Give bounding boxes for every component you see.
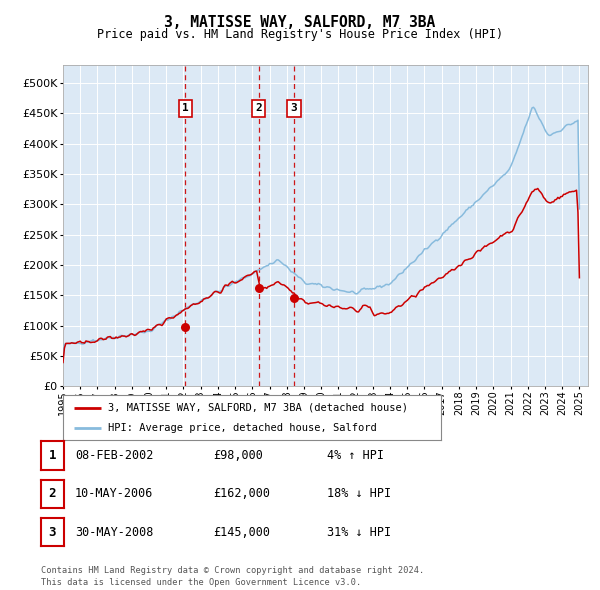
Text: 2: 2: [255, 103, 262, 113]
Text: 31% ↓ HPI: 31% ↓ HPI: [327, 526, 391, 539]
Text: 3: 3: [49, 526, 56, 539]
Text: 10-MAY-2006: 10-MAY-2006: [75, 487, 154, 500]
Text: 30-MAY-2008: 30-MAY-2008: [75, 526, 154, 539]
Text: 3, MATISSE WAY, SALFORD, M7 3BA: 3, MATISSE WAY, SALFORD, M7 3BA: [164, 15, 436, 30]
Text: £145,000: £145,000: [213, 526, 270, 539]
Text: Contains HM Land Registry data © Crown copyright and database right 2024.
This d: Contains HM Land Registry data © Crown c…: [41, 566, 424, 587]
Text: £162,000: £162,000: [213, 487, 270, 500]
Text: 08-FEB-2002: 08-FEB-2002: [75, 449, 154, 462]
Text: £98,000: £98,000: [213, 449, 263, 462]
Text: 3, MATISSE WAY, SALFORD, M7 3BA (detached house): 3, MATISSE WAY, SALFORD, M7 3BA (detache…: [109, 403, 409, 412]
Text: Price paid vs. HM Land Registry's House Price Index (HPI): Price paid vs. HM Land Registry's House …: [97, 28, 503, 41]
Text: 1: 1: [49, 449, 56, 462]
Text: 3: 3: [290, 103, 297, 113]
Text: HPI: Average price, detached house, Salford: HPI: Average price, detached house, Salf…: [109, 424, 377, 434]
Text: 4% ↑ HPI: 4% ↑ HPI: [327, 449, 384, 462]
Text: 2: 2: [49, 487, 56, 500]
Text: 18% ↓ HPI: 18% ↓ HPI: [327, 487, 391, 500]
Text: 1: 1: [182, 103, 188, 113]
